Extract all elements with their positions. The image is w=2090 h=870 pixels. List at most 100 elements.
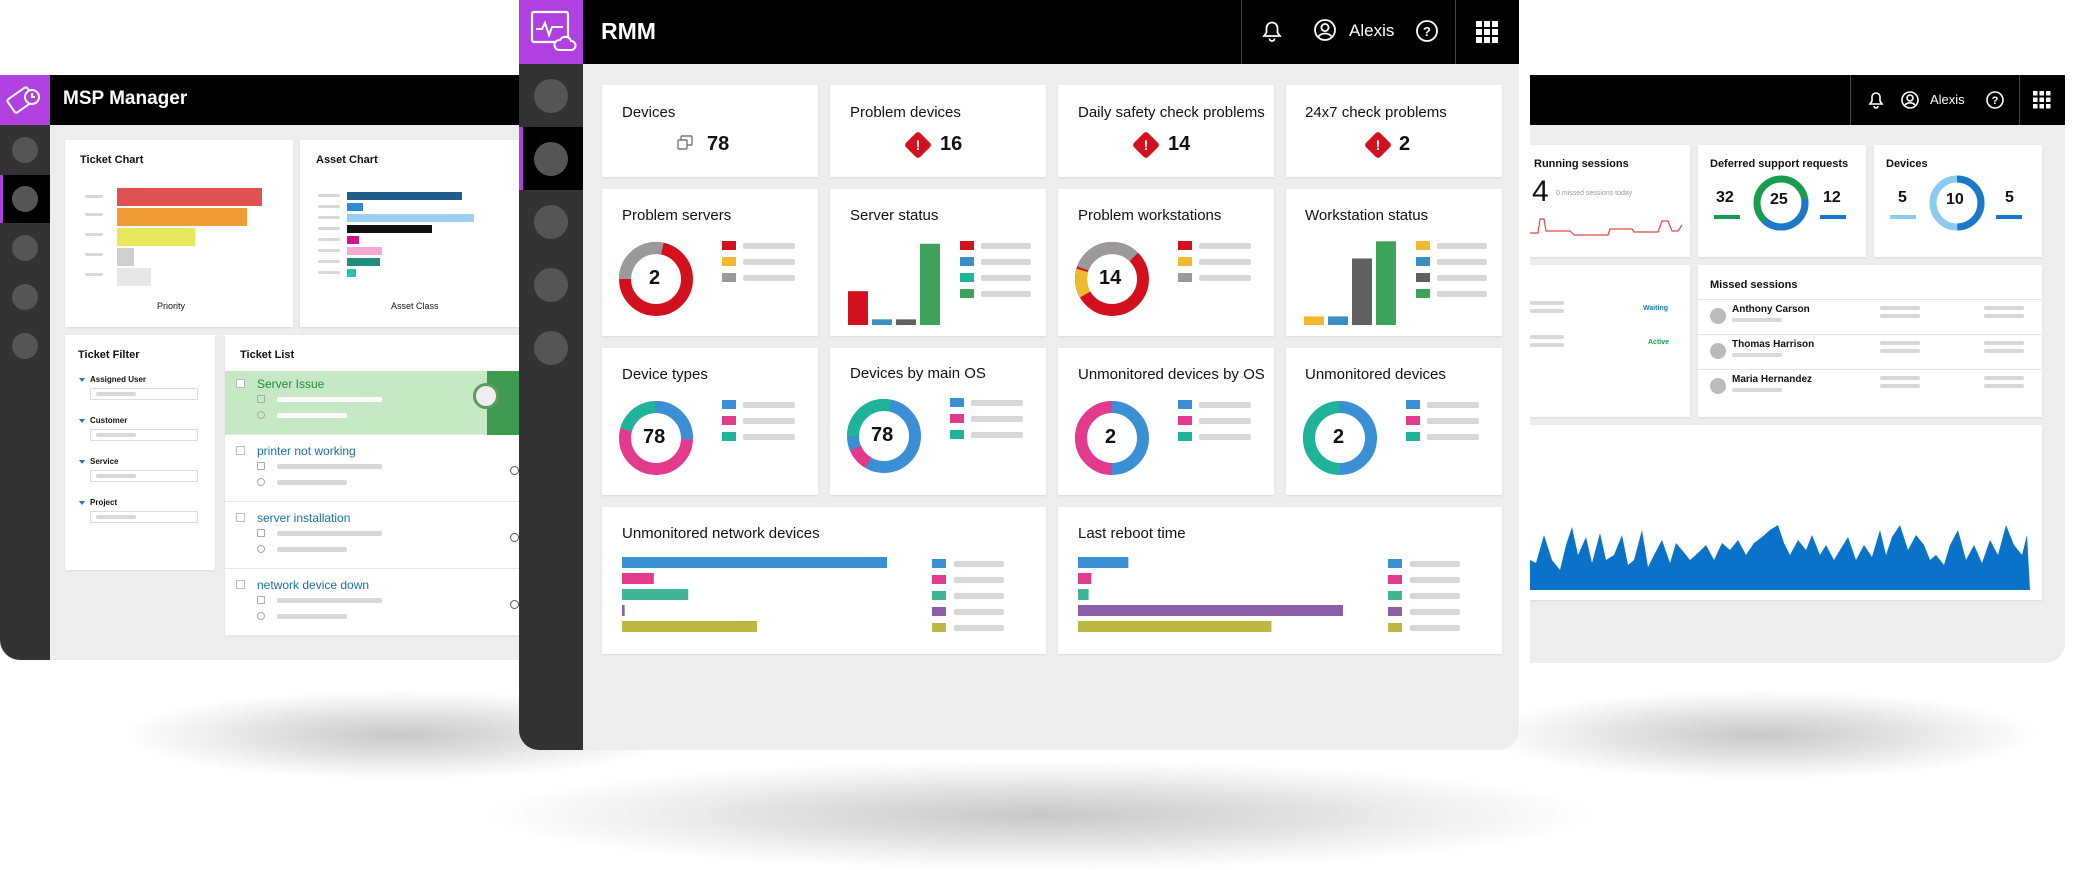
filter-label: Customer [90,416,128,425]
filter-select[interactable] [90,429,198,441]
problem-servers-donut [619,242,693,316]
ticket-checkbox[interactable] [236,513,245,522]
building-icon [257,462,265,470]
asset-chart-card: Asset Chart Asset Class [300,140,560,327]
asset-bar-3 [347,214,474,222]
bell-icon[interactable] [1866,90,1886,110]
daily-safety-card[interactable]: Daily safety check problems ! 14 [1058,85,1274,177]
deferred-right-bar [1820,215,1846,219]
chevron-down-icon[interactable] [79,378,85,382]
remote-user-name[interactable]: Alexis [1930,92,1965,107]
ticket-row[interactable]: server installation [225,505,560,569]
ticket-row[interactable]: network device down [225,572,560,636]
device-types-card[interactable]: Device types 78 [602,348,818,495]
rmm-nav-item-4[interactable] [534,268,568,302]
shadow-right [1480,690,2040,780]
rmm-sidebar [519,64,583,750]
device-types-value: 78 [643,426,666,448]
help-icon[interactable]: ? [1985,90,2005,110]
deferred-left-bar [1714,215,1740,219]
missed-session-row[interactable]: Thomas Harrison [1698,334,2042,368]
missed-session-row[interactable]: Maria Hernandez [1698,369,2042,403]
ticket-row[interactable]: Server Issue [225,371,560,435]
ticket-checkbox[interactable] [236,446,245,455]
unmonitored-by-os-donut [1075,401,1149,475]
ticket-checkbox[interactable] [236,580,245,589]
ticket-link[interactable]: Server Issue [257,377,325,391]
missed-session-row[interactable]: Anthony Carson [1698,299,2042,333]
clock-icon [510,600,519,609]
chevron-down-icon[interactable] [79,419,85,423]
user-icon[interactable] [1313,18,1337,42]
rmm-topbar: RMM Alexis ? [519,0,1519,64]
ticket-checkbox[interactable] [236,379,245,388]
apps-grid-icon[interactable] [1476,21,1498,43]
rmm-user-name[interactable]: Alexis [1349,21,1395,40]
rmm-nav-item-2[interactable] [534,142,568,176]
unmonitored-by-os-value: 2 [1105,426,1117,448]
problem-workstations-card[interactable]: Problem workstations 14 [1058,189,1274,336]
deferred-right: 12 [1823,189,1841,206]
devices-card[interactable]: Devices 78 [602,85,818,177]
problem-devices-title: Problem devices [850,104,961,121]
problem-servers-card[interactable]: Problem servers 2 [602,189,818,336]
unmonitored-network-card[interactable]: Unmonitored network devices [602,507,1046,654]
apps-grid-icon[interactable] [2033,91,2051,109]
ticket-link[interactable]: printer not working [257,444,356,458]
problem-servers-title: Problem servers [622,207,732,224]
rmm-nav-item-5[interactable] [534,331,568,365]
server-status-card[interactable]: Server status [830,189,1046,336]
missed-sessions-card: Missed sessions Anthony Carson Thomas Har… [1698,265,2042,417]
chevron-down-icon[interactable] [79,501,85,505]
bell-icon[interactable] [1260,19,1284,43]
ticket-bar-3 [117,228,195,246]
rmm-nav-item-1[interactable] [534,79,568,113]
ticket-list-card: Ticket List Server Issue printer not work… [225,335,560,636]
ticket-link[interactable]: server installation [257,511,351,525]
last-reboot-card[interactable]: Last reboot time [1058,507,1502,654]
msp-nav-item-5[interactable] [12,333,38,359]
remote-devices-left: 5 [1898,189,1907,206]
remote-support-window: Alexis ? Running sessions 4 0 missed ses… [1530,75,2065,663]
filter-select[interactable] [90,511,198,523]
status-waiting: Waiting [1643,305,1669,312]
filter-select[interactable] [90,388,198,400]
ticket-bar-4 [117,248,134,266]
status-active: Active [1648,339,1670,346]
ticket-row[interactable]: printer not working [225,438,560,502]
person-name: Thomas Harrison [1732,339,1815,350]
person-icon [257,411,265,419]
horizontal-bar [622,589,689,600]
asset-bar-6 [347,247,382,255]
rmm-window: RMM Alexis ? [519,0,1519,750]
deferred-title: Deferred support requests [1710,158,1849,170]
msp-nav-item-1[interactable] [12,137,38,163]
workstation-status-card[interactable]: Workstation status [1286,189,1502,336]
avatar [1710,308,1726,324]
check-24x7-card[interactable]: 24x7 check problems ! 2 [1286,85,1502,177]
asset-bar-4 [347,225,432,233]
msp-nav-item-3[interactable] [12,235,38,261]
ticket-chart-xlabel: Priority [157,301,186,311]
msp-nav-item-2[interactable] [12,186,38,212]
help-icon[interactable]: ? [1415,19,1439,43]
rmm-nav-item-3[interactable] [534,205,568,239]
problem-devices-card[interactable]: Problem devices ! 16 [830,85,1046,177]
unmonitored-network-chart [622,557,887,632]
filter-select[interactable] [90,470,198,482]
clock-icon [510,533,519,542]
remote-topbar: Alexis ? [1530,75,2065,125]
unmonitored-network-title: Unmonitored network devices [622,525,820,542]
status-bar [1376,241,1396,325]
user-icon[interactable] [1900,90,1920,110]
ticket-chart-title: Ticket Chart [80,154,144,166]
remote-devices-left-bar [1890,215,1916,219]
unmonitored-devices-card[interactable]: Unmonitored devices 2 [1286,348,1502,495]
devices-by-os-card[interactable]: Devices by main OS 78 [830,348,1046,495]
chevron-down-icon[interactable] [79,460,85,464]
msp-nav-item-4[interactable] [12,284,38,310]
ticket-link[interactable]: network device down [257,578,370,592]
unmonitored-by-os-card[interactable]: Unmonitored devices by OS 2 [1058,348,1274,495]
devices-title: Devices [622,104,676,121]
deferred-donut [1753,175,1809,231]
